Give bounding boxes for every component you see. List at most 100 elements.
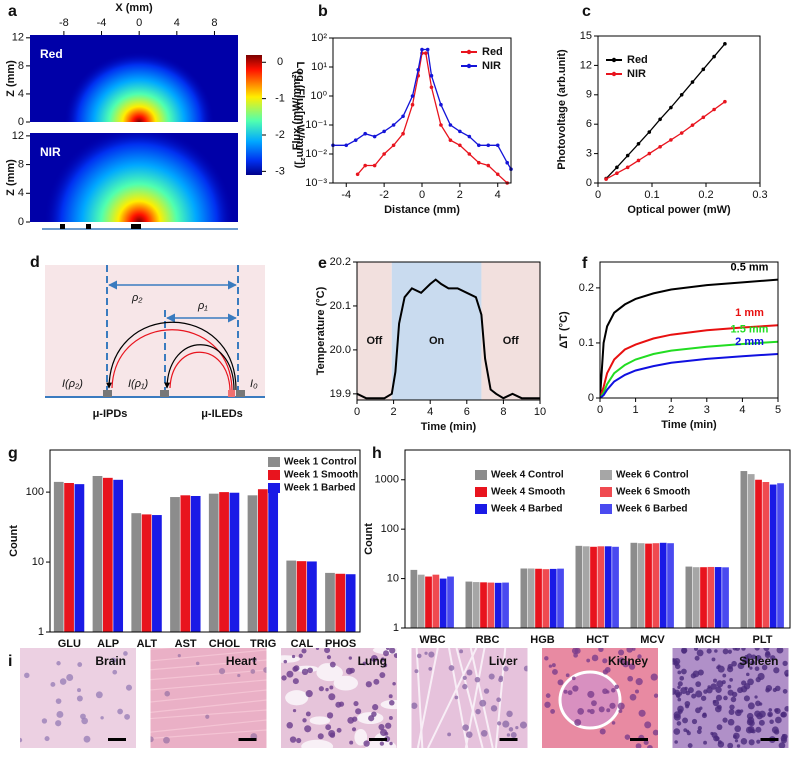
series-marker	[701, 67, 706, 72]
legend-label: 1.5 mm	[731, 324, 769, 336]
series-line	[333, 48, 511, 170]
y-tick-label: 12	[580, 59, 592, 71]
y-tick-label: 10⁰	[310, 90, 327, 102]
series-marker	[391, 143, 396, 148]
sinusoid	[469, 648, 494, 748]
plot-frame	[599, 261, 779, 399]
nucleus	[326, 712, 334, 719]
bar	[645, 543, 652, 628]
nucleus	[307, 667, 313, 674]
legend-swatch	[600, 470, 612, 480]
airspace	[333, 675, 359, 691]
y-tick-label: 0	[18, 216, 24, 228]
x-tick-label: 2	[391, 406, 397, 418]
y-tick-label: 12	[12, 32, 24, 44]
bar	[494, 582, 502, 628]
nucleus	[770, 655, 776, 661]
x-tick-label: 8	[211, 17, 217, 29]
nucleus	[747, 702, 755, 710]
fiber	[150, 699, 267, 713]
nucleus	[602, 658, 608, 664]
tissue-image	[542, 648, 658, 748]
nucleus	[695, 681, 702, 688]
nucleus	[557, 679, 564, 686]
nucleus	[683, 728, 688, 732]
nucleus	[462, 724, 469, 731]
nucleus	[626, 648, 633, 653]
bar	[597, 546, 605, 628]
intensity-label: I(ρ₁)	[128, 378, 148, 390]
series-line	[600, 278, 778, 399]
nucleus	[758, 710, 766, 718]
y-tick-label: 100	[381, 523, 399, 535]
nucleus	[379, 741, 385, 746]
bar	[527, 568, 535, 628]
nucleus	[389, 700, 395, 706]
bar	[685, 566, 693, 628]
bar	[345, 574, 356, 632]
nucleus	[506, 733, 511, 737]
nucleus	[565, 673, 570, 678]
nucleus	[773, 667, 780, 674]
nucleus	[552, 669, 558, 675]
nucleus	[784, 706, 789, 712]
nucleus	[24, 672, 30, 679]
legend-label: Red	[627, 54, 648, 66]
nucleus	[749, 666, 753, 670]
series-marker	[647, 130, 652, 134]
nucleus	[728, 709, 735, 716]
legend-label: 0.5 mm	[731, 262, 769, 274]
bar	[542, 569, 550, 628]
bar	[141, 514, 152, 632]
nucleus	[428, 651, 435, 658]
region	[481, 262, 540, 400]
nucleus	[567, 690, 573, 696]
nucleus	[298, 653, 303, 658]
nucleus	[117, 708, 123, 715]
legend-label: 2 mm	[735, 336, 764, 348]
legend-label: Week 6 Control	[616, 470, 689, 481]
nucleus	[388, 694, 393, 699]
fiber	[150, 729, 267, 739]
nucleus	[563, 689, 568, 694]
bar	[432, 574, 440, 628]
series-marker	[477, 143, 481, 148]
series-marker	[625, 165, 630, 170]
bar	[740, 471, 748, 628]
bar	[325, 572, 335, 632]
tissue-label: Heart	[226, 654, 257, 668]
bar	[549, 568, 557, 628]
scale-bar	[369, 738, 387, 741]
x-tick-label: 0	[136, 17, 142, 29]
nucleus	[335, 701, 342, 708]
x-tick-label: MCV	[640, 634, 665, 646]
nucleus	[624, 734, 631, 740]
x-tick-label: HCT	[586, 634, 609, 646]
x-tick-label: 10	[534, 406, 546, 418]
legend-swatch	[475, 487, 487, 497]
bar	[714, 567, 722, 628]
nucleus	[681, 648, 687, 654]
y-tick-label: 0.2	[579, 282, 594, 294]
nucleus	[571, 676, 576, 681]
nucleus	[768, 713, 772, 717]
nucleus	[765, 687, 770, 693]
nucleus	[389, 648, 396, 654]
nucleus	[727, 666, 734, 673]
nucleus	[628, 663, 636, 670]
nucleus	[56, 661, 61, 666]
bar	[707, 566, 715, 628]
nucleus	[694, 655, 700, 661]
series-line	[600, 324, 778, 399]
nucleus	[315, 648, 320, 651]
series-marker	[391, 123, 396, 127]
bar	[472, 582, 480, 628]
y-axis-label: ΔT (°C)	[558, 311, 570, 349]
bar	[219, 492, 229, 632]
x-tick-label: ALP	[97, 638, 119, 650]
led	[236, 390, 245, 397]
legend-label: NIR	[627, 68, 646, 80]
nucleus	[611, 687, 616, 693]
nucleus	[727, 718, 735, 726]
bar	[417, 574, 425, 628]
